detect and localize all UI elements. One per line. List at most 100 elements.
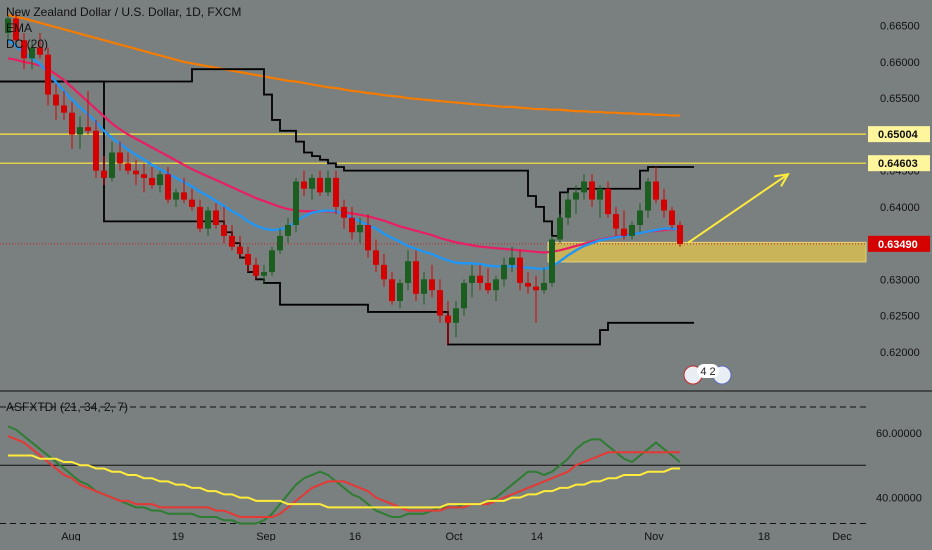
time-tick-label: Dec	[832, 531, 852, 541]
candle-body-55	[445, 315, 451, 323]
candle-body-23	[189, 199, 195, 207]
price-pane[interactable]: 4 20.665000.660000.655000.650000.645000.…	[0, 0, 932, 392]
candle-body-20	[165, 174, 171, 200]
candle-body-52	[421, 279, 427, 294]
candle-body-63	[509, 257, 515, 265]
candle-body-84	[677, 224, 683, 244]
candle-body-11	[93, 130, 99, 171]
candle-body-47	[381, 264, 387, 280]
event-count: 4 2	[700, 366, 715, 378]
candle-body-30	[245, 253, 251, 265]
candle-body-2	[21, 40, 27, 59]
oscillator-title[interactable]: ASFXTDI (21, 34, 2, 7)	[6, 400, 129, 414]
donchian-upper-line	[0, 68, 694, 237]
candle-body-10	[85, 127, 91, 131]
candle-body-54	[437, 290, 443, 316]
oscillator-pane[interactable]: 60.00000 40.00000	[0, 392, 932, 542]
time-tick-label: 18	[758, 531, 770, 541]
candle-body-29	[237, 246, 243, 254]
candle-body-6	[53, 94, 59, 106]
candle-body-46	[373, 250, 379, 265]
oscillator-tick-label: 40.00000	[876, 493, 922, 505]
candle-body-26	[213, 210, 219, 225]
price-tick-label: 0.66500	[880, 21, 920, 33]
candle-body-28	[229, 235, 235, 247]
candle-body-17	[141, 174, 147, 178]
oscillator-legend: ASFXTDI (21, 34, 2, 7)	[6, 399, 128, 415]
candle-body-21	[173, 192, 179, 200]
candle-body-83	[669, 210, 675, 225]
price-label-box-1	[868, 155, 930, 172]
oscillator-series-2	[8, 454, 680, 509]
candle-body-14	[117, 152, 123, 164]
candle-body-0	[5, 18, 11, 33]
candle-body-57	[461, 282, 467, 309]
candle-body-33	[269, 250, 275, 273]
candle-body-22	[181, 192, 187, 200]
projection-arrow-line	[687, 173, 789, 244]
candle-body-80	[645, 181, 651, 211]
price-tick-label: 0.65500	[880, 93, 920, 105]
price-label-box-0	[868, 126, 930, 143]
time-tick-label: 19	[172, 531, 184, 541]
candle-body-25	[205, 210, 211, 229]
candle-body-7	[61, 105, 67, 113]
candle-body-50	[405, 261, 411, 283]
oscillator-series-1	[7, 435, 680, 519]
candle-body-61	[493, 279, 499, 291]
candle-body-18	[149, 177, 155, 186]
candle-body-71	[573, 192, 579, 200]
candle-body-39	[317, 177, 323, 193]
candle-body-70	[565, 199, 571, 218]
price-tick-label: 0.64000	[880, 202, 920, 214]
candle-body-42	[341, 206, 347, 218]
time-tick-label: Sep	[256, 531, 276, 541]
time-tick-label: Aug	[61, 531, 81, 541]
candle-body-49	[397, 282, 403, 302]
candle-body-13	[109, 152, 115, 178]
candle-body-51	[413, 261, 419, 294]
candle-body-43	[349, 217, 355, 233]
candle-body-34	[277, 235, 283, 251]
candle-body-77	[621, 228, 627, 236]
price-label-2: 0.63490	[878, 239, 918, 251]
price-label-1: 0.64603	[878, 158, 918, 170]
candle-body-66	[533, 286, 539, 291]
donchian-legend[interactable]: DC (20)	[6, 37, 49, 51]
candle-body-4	[37, 47, 43, 55]
candle-body-73	[589, 181, 595, 200]
symbol-title[interactable]: New Zealand Dollar / U.S. Dollar, 1D, FX…	[6, 5, 242, 19]
candle-body-58	[469, 275, 475, 283]
oscillator-background	[0, 392, 932, 542]
time-tick-label: Nov	[644, 531, 664, 541]
event-count-pill	[697, 364, 719, 378]
time-tick-label: 16	[349, 531, 361, 541]
donchian-lower-line	[0, 80, 694, 346]
candle-body-67	[541, 282, 547, 291]
candle-body-38	[309, 177, 315, 189]
candle-body-65	[525, 282, 531, 287]
time-axis[interactable]: Aug 19 Sep 16 Oct 14 Nov 18 Dec	[0, 529, 932, 541]
candle-body-8	[69, 112, 75, 135]
candle-body-3	[29, 47, 35, 59]
candle-body-44	[357, 224, 363, 233]
price-tick-label: 0.63000	[880, 274, 920, 286]
oscillator-tick-label: 60.00000	[876, 428, 922, 440]
candle-body-82	[661, 199, 667, 211]
ema-legend[interactable]: EMA	[6, 21, 33, 35]
candle-body-35	[285, 224, 291, 236]
candle-body-12	[101, 170, 107, 178]
candle-body-40	[325, 177, 331, 193]
candle-body-79	[637, 210, 643, 225]
candle-body-37	[301, 181, 307, 189]
candle-body-32	[261, 272, 267, 276]
candle-body-15	[125, 163, 131, 171]
price-label-0: 0.65004	[878, 129, 919, 141]
candle-body-68	[549, 239, 555, 283]
candle-body-72	[581, 181, 587, 193]
candle-body-41	[333, 177, 339, 207]
candle-body-81	[653, 181, 659, 200]
candle-body-36	[293, 181, 299, 225]
candle-body-19	[157, 174, 163, 186]
